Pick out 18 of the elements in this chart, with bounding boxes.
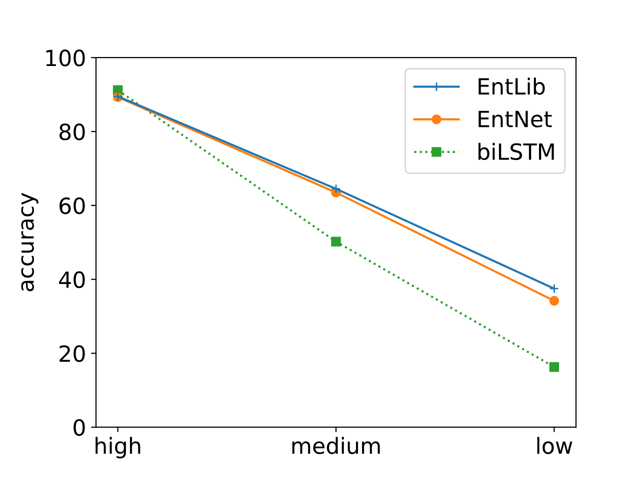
point bbox=[331, 236, 341, 247]
legend-label: biLSTM bbox=[478, 142, 554, 160]
y-tick-label: 80 bbox=[60, 123, 85, 140]
point bbox=[331, 184, 341, 194]
legend-label: EntNet bbox=[478, 110, 552, 128]
y-tick-label: 0 bbox=[74, 419, 85, 436]
point bbox=[549, 284, 560, 294]
y-tick-label: 40 bbox=[59, 271, 85, 288]
legend-label: EntLib bbox=[478, 78, 545, 95]
x-tick-label: medium bbox=[292, 436, 380, 454]
point bbox=[549, 362, 560, 372]
point bbox=[549, 296, 560, 306]
x-tick-label: high bbox=[96, 436, 140, 458]
x-tick-label: low bbox=[537, 436, 572, 454]
y-tick-label: 60 bbox=[60, 197, 85, 214]
y-tick-label: 100 bbox=[46, 50, 85, 66]
y-tick-label: 20 bbox=[60, 345, 85, 362]
y-axis-title: accuracy bbox=[21, 192, 38, 292]
